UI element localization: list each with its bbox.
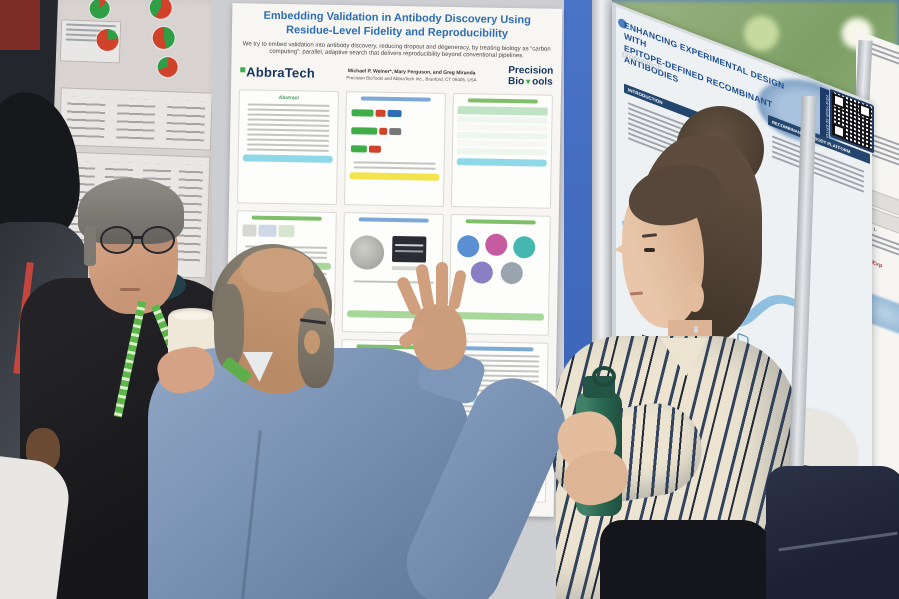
center-man-ear xyxy=(304,330,320,354)
abstract-highlight xyxy=(242,154,333,164)
left-poster-diagram-row xyxy=(58,87,213,151)
center-man-finger xyxy=(436,262,448,308)
pie-chart-red-green xyxy=(149,0,173,20)
center-man-bald-crown xyxy=(240,248,314,292)
background-red-poster-fragment xyxy=(0,0,40,50)
funnel-icon: ▼ xyxy=(524,76,533,86)
pie-chart-green-dominant xyxy=(89,0,111,20)
center-poster-byline: Michael P. Weiner*, Mary Ferguson, and G… xyxy=(315,67,508,82)
left-man-glasses-left-lens xyxy=(100,226,134,254)
panel-abstract: Abstract xyxy=(236,89,339,206)
visualization-highlight xyxy=(453,312,545,321)
precision-biotools-logo: Precision Bio▼ools xyxy=(508,65,554,88)
abbratech-logo: AbbraTech xyxy=(239,64,315,81)
woman-pants xyxy=(600,520,772,599)
center-poster-title: Embedding Validation in Antibody Discove… xyxy=(263,9,531,40)
left-man-sideburn xyxy=(84,226,96,266)
woman-ear xyxy=(686,282,704,312)
backpack xyxy=(766,466,899,599)
left-man-glasses-right-lens xyxy=(141,226,175,254)
pipeline-highlight xyxy=(349,172,440,181)
woman-earring xyxy=(694,326,698,333)
panel-pipeline-diagram xyxy=(343,91,446,207)
abbratech-green-mark-icon xyxy=(240,67,246,73)
left-man-mouth xyxy=(120,288,140,291)
center-poster-subtitle: We try to embed validation into antibody… xyxy=(242,40,551,60)
mug-opening xyxy=(170,308,214,320)
panel-table xyxy=(450,93,553,209)
table-highlight xyxy=(456,158,547,167)
bottle-loop xyxy=(592,366,616,387)
pie-chart-red-quarter-green xyxy=(157,56,179,78)
pie-chart-half xyxy=(152,26,176,50)
center-poster-logo-row: AbbraTech Michael P. Weiner*, Mary Fergu… xyxy=(239,61,553,87)
center-man-side-hair xyxy=(214,284,244,368)
left-man-glasses-bridge xyxy=(131,236,142,239)
woman-eye xyxy=(644,248,655,252)
